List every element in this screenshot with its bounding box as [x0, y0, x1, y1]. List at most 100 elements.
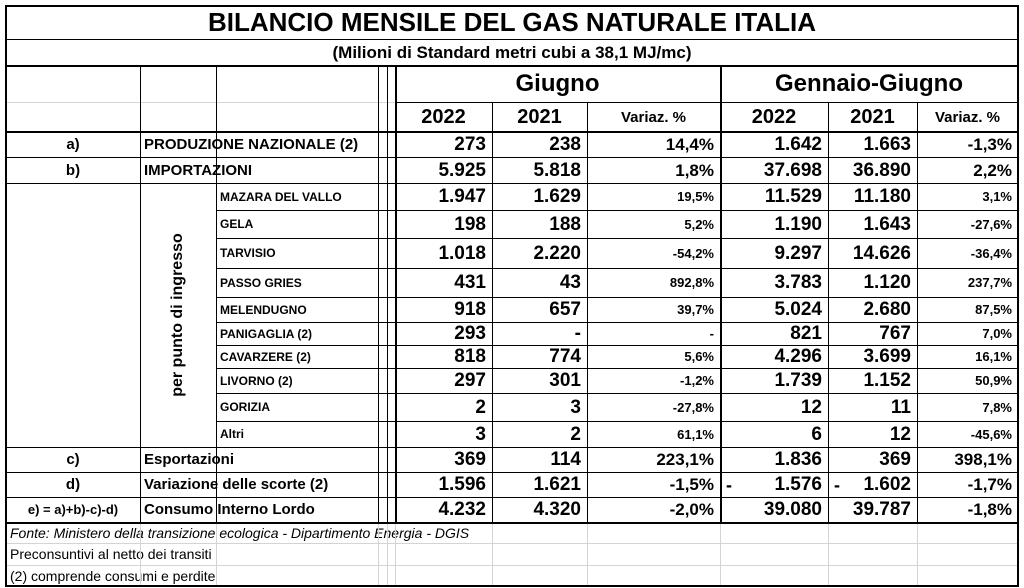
col-header-ytd-2022: 2022: [751, 106, 797, 128]
table-cell: 1.836: [774, 449, 822, 470]
border-line: [395, 65, 397, 522]
table-cell: 3.783: [774, 272, 822, 293]
border-line: [5, 522, 1019, 524]
table-cell: 188: [549, 213, 581, 235]
table-cell: 5,6%: [684, 349, 714, 364]
table-cell: 11.180: [853, 186, 911, 207]
row-label: Esportazioni: [144, 451, 235, 468]
group-header-ytd: Gennaio-Giugno: [775, 69, 963, 97]
border-line: [5, 157, 1019, 158]
table-cell: 3,1%: [982, 189, 1012, 204]
table-cell: 223,1%: [656, 450, 714, 469]
table-cell: 12: [800, 396, 822, 418]
table-cell: -45,6%: [970, 426, 1012, 442]
table-cell: 50,9%: [975, 373, 1012, 388]
gridline: [395, 522, 396, 586]
gridline: [917, 522, 918, 586]
border-line: [5, 183, 1019, 184]
row-label: Consumo Interno Lordo: [144, 501, 315, 518]
table-cell: 39.787: [852, 499, 911, 520]
table-cell: 5.925: [438, 159, 486, 181]
table-cell: 3: [475, 423, 486, 445]
table-cell: 6: [811, 423, 822, 445]
table-cell: 1,8%: [675, 160, 714, 180]
table-cell: 2: [475, 396, 486, 418]
row-label: PRODUZIONE NAZIONALE (2): [144, 136, 359, 153]
table-cell: 2.680: [863, 299, 911, 320]
border-line: [5, 585, 1019, 587]
border-line: [5, 65, 1019, 67]
gridline: [828, 522, 829, 586]
table-cell: 2: [570, 423, 581, 445]
table-cell: 16,1%: [975, 349, 1012, 364]
entry-point-label: TARVISIO: [220, 246, 276, 260]
entry-point-label: CAVARZERE (2): [220, 349, 311, 364]
table-cell: 14.626: [852, 242, 911, 264]
table-cell: 774: [549, 346, 581, 367]
border-line: [587, 102, 588, 522]
scorte-ytd-2022-minus: -: [726, 474, 732, 495]
table-cell: 431: [454, 272, 486, 293]
border-line: [216, 297, 1018, 298]
entry-point-label: MAZARA DEL VALLO: [220, 189, 342, 204]
border-line: [1017, 5, 1019, 587]
table-cell: 1.663: [863, 134, 911, 155]
entry-point-side-label: per punto di ingresso: [169, 233, 186, 397]
gridline: [587, 522, 588, 586]
table-cell: 7,0%: [982, 326, 1012, 341]
col-header-month-2022: 2022: [421, 106, 466, 128]
entry-point-label: PASSO GRIES: [220, 275, 302, 290]
table-cell: 19,5%: [677, 189, 714, 204]
table-cell: 4.296: [774, 346, 822, 367]
gridline: [6, 543, 1018, 544]
table-cell: 398,1%: [954, 450, 1012, 469]
table-cell: 39.080: [763, 499, 822, 520]
table-cell: 3: [570, 396, 581, 418]
border-line: [5, 131, 1019, 133]
col-header-month-2021: 2021: [517, 106, 562, 128]
table-cell: 2,2%: [973, 160, 1012, 180]
table-cell: 9.297: [774, 242, 822, 264]
border-line: [720, 65, 722, 522]
table-cell: 237,7%: [967, 275, 1012, 290]
table-cell: 61,1%: [677, 426, 714, 442]
border-line: [395, 102, 1018, 103]
border-line: [216, 238, 1018, 239]
border-line: [5, 5, 7, 587]
table-cell: 7,8%: [982, 399, 1012, 415]
table-cell: 1.947: [438, 186, 486, 207]
col-header-ytd-variation: Variaz. %: [934, 108, 1001, 126]
page-subtitle: (Milioni di Standard metri cubi a 38,1 M…: [332, 42, 692, 62]
entry-point-label: GELA: [220, 217, 254, 231]
table-cell: -1,2%: [680, 373, 714, 388]
table-cell: 1.120: [863, 272, 911, 293]
border-line: [378, 65, 379, 522]
border-line: [5, 447, 1019, 448]
table-cell: 198: [454, 213, 486, 235]
gridline: [140, 522, 141, 586]
col-header-month-variation: Variaz. %: [620, 108, 687, 126]
row-label: Variazione delle scorte (2): [144, 476, 329, 493]
table-cell: 5.818: [533, 159, 581, 181]
table-cell: 5,2%: [684, 216, 714, 232]
table-cell: 1.739: [774, 370, 822, 391]
row-code: a): [66, 136, 80, 153]
border-line: [5, 472, 1019, 473]
table-cell: 657: [549, 299, 581, 320]
border-line: [492, 102, 493, 522]
table-cell: 767: [879, 323, 911, 344]
table-cell: 1.190: [774, 213, 822, 235]
table-cell: 3.699: [863, 346, 911, 367]
table-cell: 11: [890, 396, 911, 418]
gridline: [378, 522, 379, 586]
footnote-consumption: (2) comprende consumi e perdite: [10, 567, 216, 584]
table-cell: 297: [454, 370, 486, 391]
border-line: [387, 65, 388, 522]
gridline: [6, 565, 1018, 566]
border-line: [5, 39, 1019, 40]
table-cell: 238: [549, 134, 581, 155]
table-cell: -1,3%: [967, 135, 1012, 154]
table-cell: -1,5%: [669, 475, 714, 494]
table-cell: 1.642: [774, 134, 822, 155]
